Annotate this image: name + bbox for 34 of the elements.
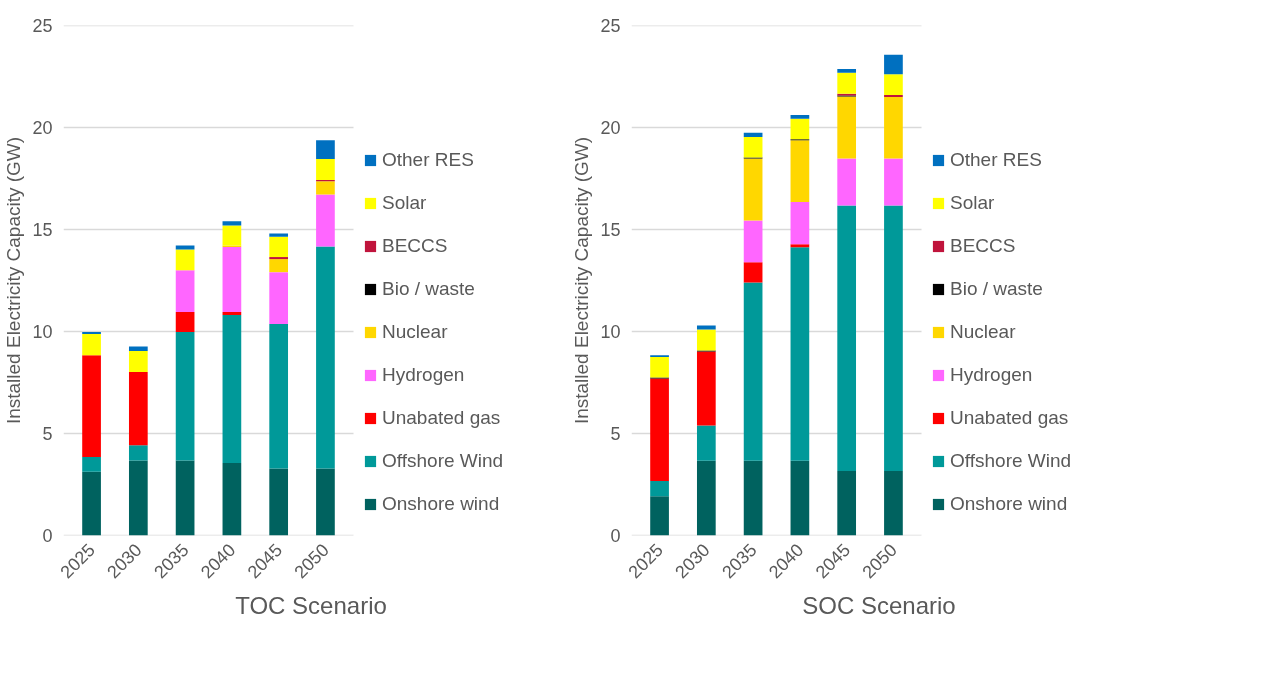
y-tick-label: 20 [600,118,621,138]
legend-label: Offshore Wind [950,450,1072,472]
y-tick-label: 0 [42,526,53,546]
y-tick-label: 0 [610,526,621,546]
legend-label: Onshore wind [950,493,1068,515]
legend-label: Hydrogen [950,364,1033,386]
legend-label: Unabated gas [950,407,1069,429]
legend-label: BECCS [950,235,1016,257]
legend-label: Nuclear [382,321,448,343]
y-tick-label: 5 [42,424,53,444]
x-axis-title: SOC Scenario [802,592,956,620]
legend-label: Other RES [950,149,1042,171]
y-tick-label: 25 [600,16,621,36]
y-tick-label: 10 [32,322,53,342]
legend-label: Nuclear [950,321,1016,343]
y-axis-title: Installed Electricity Capacity (GW) [3,136,25,425]
legend-label: Bio / waste [950,278,1043,300]
legend-label: Unabated gas [382,407,501,429]
legend-label: Solar [950,192,995,214]
legend-label: Hydrogen [382,364,465,386]
legend-label: Solar [382,192,427,214]
y-axis-title: Installed Electricity Capacity (GW) [571,136,593,425]
y-tick-label: 15 [600,220,621,240]
y-tick-label: 20 [32,118,53,138]
legend-label: BECCS [382,235,448,257]
y-tick-label: 10 [600,322,621,342]
legend-label: Other RES [382,149,474,171]
legend-label: Onshore wind [382,493,500,515]
x-axis-title: TOC Scenario [235,592,387,620]
legend-label: Offshore Wind [382,450,504,472]
y-tick-label: 5 [610,424,621,444]
y-tick-label: 15 [32,220,53,240]
y-tick-label: 25 [32,16,53,36]
legend-label: Bio / waste [382,278,475,300]
